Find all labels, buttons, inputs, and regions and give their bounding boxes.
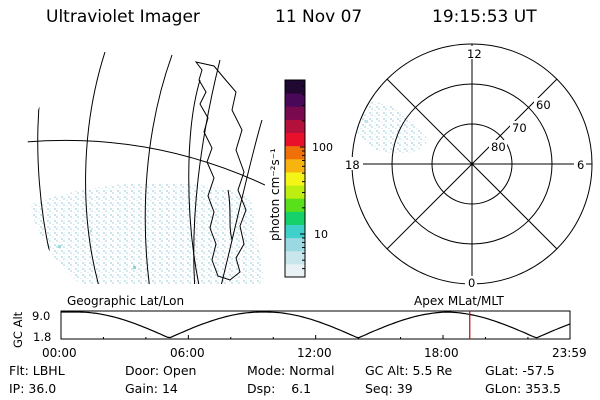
alt-xtick-4: 23:59	[552, 346, 587, 360]
info-gcalt: GC Alt: 5.5 Re	[365, 363, 453, 378]
colorbar-tick-10: 10	[314, 228, 328, 241]
meridian-lines	[37, 52, 263, 284]
colorbar-cell	[285, 211, 305, 225]
colorbar-cell	[285, 198, 305, 212]
info-seq: Seq: 39	[365, 381, 413, 396]
mlt-label-0: 0	[468, 276, 475, 290]
colorbar-tick-100: 100	[312, 141, 333, 154]
colorbar-cell	[285, 171, 305, 186]
colorbar-cell	[285, 158, 305, 173]
colorbar-cell	[285, 132, 305, 147]
polar-emission	[353, 101, 428, 154]
alt-xtick-2: 12:00	[297, 346, 332, 360]
info-ip: IP: 36.0	[9, 381, 57, 396]
alt-ytick-9: 9.0	[32, 309, 50, 323]
colorbar: 100 10 photon cm⁻²s⁻¹	[268, 79, 333, 278]
colorbar-label: photon cm⁻²s⁻¹	[268, 148, 282, 241]
geo-panel-label: Geographic Lat/Lon	[67, 294, 184, 308]
alt-xtick-0: 00:00	[42, 346, 77, 360]
coastline	[194, 61, 247, 281]
emission-region	[30, 182, 265, 284]
colorbar-cell	[285, 250, 305, 265]
colorbar-cell	[285, 80, 305, 94]
alt-ylabel: GC Alt	[11, 311, 25, 348]
info-mode: Mode: Normal	[247, 363, 335, 378]
mlt-label-12: 12	[467, 47, 482, 61]
instrument-title: Ultraviolet Imager	[46, 7, 200, 27]
colorbar-cell	[285, 237, 305, 252]
colorbar-cell	[285, 145, 305, 160]
colorbar-cell	[285, 185, 305, 199]
time-label: 19:15:53 UT	[432, 7, 537, 27]
info-gain: Gain: 14	[125, 381, 178, 396]
info-flt: Flt: LBHL	[9, 363, 65, 378]
geographic-map	[25, 52, 265, 284]
lat-label-60: 60	[536, 98, 551, 112]
info-glon: GLon: 353.5	[485, 381, 561, 396]
mlt-label-6: 6	[577, 158, 584, 172]
colorbar-cell	[285, 263, 305, 278]
colorbar-cell	[285, 106, 305, 120]
info-glat: GLat: -57.5	[485, 363, 555, 378]
alt-xtick-3: 18:00	[424, 346, 459, 360]
colorbar-cell	[285, 224, 305, 239]
apex-panel-label: Apex MLat/MLT	[414, 294, 504, 308]
colorbar-cell	[285, 119, 305, 134]
alt-ytick-1.8: 1.8	[33, 330, 51, 344]
polar-plot: 12 18 6 0 60 70 80	[343, 43, 593, 290]
mlt-label-18: 18	[345, 158, 360, 172]
altitude-curve	[61, 311, 571, 339]
lat-label-70: 70	[512, 121, 527, 135]
info-door: Door: Open	[125, 363, 197, 378]
altitude-plot: 9.0 1.8 GC Alt 00:00 06:00 12:00 18:00 2…	[11, 309, 587, 360]
colorbar-cell	[285, 93, 305, 107]
parallel-line	[25, 139, 265, 186]
info-dsp: Dsp: 6.1	[247, 381, 312, 396]
lat-label-80: 80	[491, 140, 506, 154]
alt-xtick-1: 06:00	[170, 346, 205, 360]
date-label: 11 Nov 07	[275, 7, 363, 27]
